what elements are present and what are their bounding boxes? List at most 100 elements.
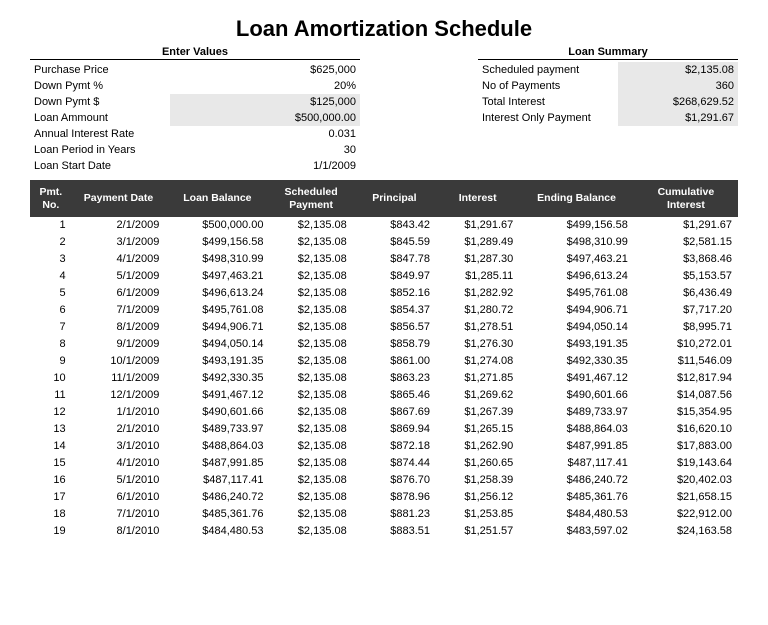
cell-end: $499,156.58: [519, 217, 634, 234]
row-period-years: Loan Period in Years 30: [30, 142, 360, 158]
cell-n: 16: [30, 472, 72, 489]
cell-sched: $2,135.08: [269, 234, 352, 251]
col-header-scheduled: Scheduled Payment: [269, 180, 352, 217]
cell-prin: $845.59: [353, 234, 436, 251]
cell-end: $495,761.08: [519, 285, 634, 302]
cell-date: 6/1/2009: [72, 285, 166, 302]
cell-bal: $498,310.99: [165, 251, 269, 268]
cell-int: $1,256.12: [436, 489, 519, 506]
cell-prin: $867.69: [353, 404, 436, 421]
col-header-balance: Loan Balance: [165, 180, 269, 217]
page-title: Loan Amortization Schedule: [30, 16, 738, 42]
cell-cum: $15,354.95: [634, 404, 738, 421]
cell-int: $1,285.11: [436, 268, 519, 285]
table-row: 143/1/2010$488,864.03$2,135.08$872.18$1,…: [30, 438, 738, 455]
cell-n: 4: [30, 268, 72, 285]
cell-int: $1,291.67: [436, 217, 519, 234]
table-row: 154/1/2010$487,991.85$2,135.08$874.44$1,…: [30, 455, 738, 472]
col-header-cumulative: Cumulative Interest: [634, 180, 738, 217]
cell-date: 5/1/2010: [72, 472, 166, 489]
cell-int: $1,278.51: [436, 319, 519, 336]
loan-summary-block: Loan Summary Scheduled payment $2,135.08…: [478, 46, 738, 174]
row-annual-rate: Annual Interest Rate 0.031: [30, 126, 360, 142]
cell-date: 4/1/2010: [72, 455, 166, 472]
cell-cum: $24,163.58: [634, 523, 738, 540]
table-row: 198/1/2010$484,480.53$2,135.08$883.51$1,…: [30, 523, 738, 540]
cell-n: 3: [30, 251, 72, 268]
cell-n: 7: [30, 319, 72, 336]
cell-n: 10: [30, 370, 72, 387]
cell-n: 18: [30, 506, 72, 523]
cell-sched: $2,135.08: [269, 319, 352, 336]
table-row: 34/1/2009$498,310.99$2,135.08$847.78$1,2…: [30, 251, 738, 268]
cell-sched: $2,135.08: [269, 438, 352, 455]
cell-int: $1,287.30: [436, 251, 519, 268]
cell-sched: $2,135.08: [269, 268, 352, 285]
label-start-date: Loan Start Date: [30, 158, 170, 174]
cell-n: 11: [30, 387, 72, 404]
cell-sched: $2,135.08: [269, 489, 352, 506]
table-row: 12/1/2009$500,000.00$2,135.08$843.42$1,2…: [30, 217, 738, 234]
value-start-date: 1/1/2009: [170, 158, 360, 174]
table-row: 56/1/2009$496,613.24$2,135.08$852.16$1,2…: [30, 285, 738, 302]
row-down-amt: Down Pymt $ $125,000: [30, 94, 360, 110]
cell-cum: $17,883.00: [634, 438, 738, 455]
cell-cum: $7,717.20: [634, 302, 738, 319]
cell-n: 8: [30, 336, 72, 353]
cell-prin: $874.44: [353, 455, 436, 472]
cell-bal: $489,733.97: [165, 421, 269, 438]
cell-bal: $485,361.76: [165, 506, 269, 523]
col-header-ending: Ending Balance: [519, 180, 634, 217]
cell-prin: $883.51: [353, 523, 436, 540]
cell-bal: $496,613.24: [165, 285, 269, 302]
cell-end: $484,480.53: [519, 506, 634, 523]
cell-end: $494,906.71: [519, 302, 634, 319]
value-interest-only: $1,291.67: [618, 110, 738, 126]
cell-prin: $863.23: [353, 370, 436, 387]
cell-bal: $487,991.85: [165, 455, 269, 472]
cell-end: $496,613.24: [519, 268, 634, 285]
table-row: 165/1/2010$487,117.41$2,135.08$876.70$1,…: [30, 472, 738, 489]
label-total-interest: Total Interest: [478, 94, 618, 110]
cell-cum: $2,581.15: [634, 234, 738, 251]
cell-prin: $858.79: [353, 336, 436, 353]
cell-n: 1: [30, 217, 72, 234]
cell-prin: $878.96: [353, 489, 436, 506]
value-loan-amount: $500,000.00: [170, 110, 360, 126]
cell-end: $488,864.03: [519, 421, 634, 438]
table-head: Pmt. No. Payment Date Loan Balance Sched…: [30, 180, 738, 217]
cell-date: 8/1/2009: [72, 319, 166, 336]
col-header-interest: Interest: [436, 180, 519, 217]
row-down-pct: Down Pymt % 20%: [30, 78, 360, 94]
label-scheduled-payment: Scheduled payment: [478, 62, 618, 78]
cell-date: 11/1/2009: [72, 370, 166, 387]
col-header-principal: Principal: [353, 180, 436, 217]
input-summary-section: Enter Values Purchase Price $625,000 Dow…: [30, 46, 738, 174]
cell-sched: $2,135.08: [269, 506, 352, 523]
cell-end: $486,240.72: [519, 472, 634, 489]
table-row: 89/1/2009$494,050.14$2,135.08$858.79$1,2…: [30, 336, 738, 353]
cell-end: $493,191.35: [519, 336, 634, 353]
cell-bal: $490,601.66: [165, 404, 269, 421]
col-header-date: Payment Date: [72, 180, 166, 217]
cell-end: $494,050.14: [519, 319, 634, 336]
cell-prin: $865.46: [353, 387, 436, 404]
cell-sched: $2,135.08: [269, 302, 352, 319]
cell-int: $1,253.85: [436, 506, 519, 523]
cell-bal: $494,050.14: [165, 336, 269, 353]
table-row: 132/1/2010$489,733.97$2,135.08$869.94$1,…: [30, 421, 738, 438]
label-loan-amount: Loan Ammount: [30, 110, 170, 126]
cell-cum: $5,153.57: [634, 268, 738, 285]
value-scheduled-payment: $2,135.08: [618, 62, 738, 78]
cell-sched: $2,135.08: [269, 455, 352, 472]
cell-sched: $2,135.08: [269, 523, 352, 540]
cell-n: 19: [30, 523, 72, 540]
cell-date: 10/1/2009: [72, 353, 166, 370]
cell-sched: $2,135.08: [269, 251, 352, 268]
label-down-pct: Down Pymt %: [30, 78, 170, 94]
cell-end: $487,991.85: [519, 438, 634, 455]
loan-summary-header: Loan Summary: [478, 46, 738, 60]
row-start-date: Loan Start Date 1/1/2009: [30, 158, 360, 174]
cell-int: $1,276.30: [436, 336, 519, 353]
cell-prin: $847.78: [353, 251, 436, 268]
